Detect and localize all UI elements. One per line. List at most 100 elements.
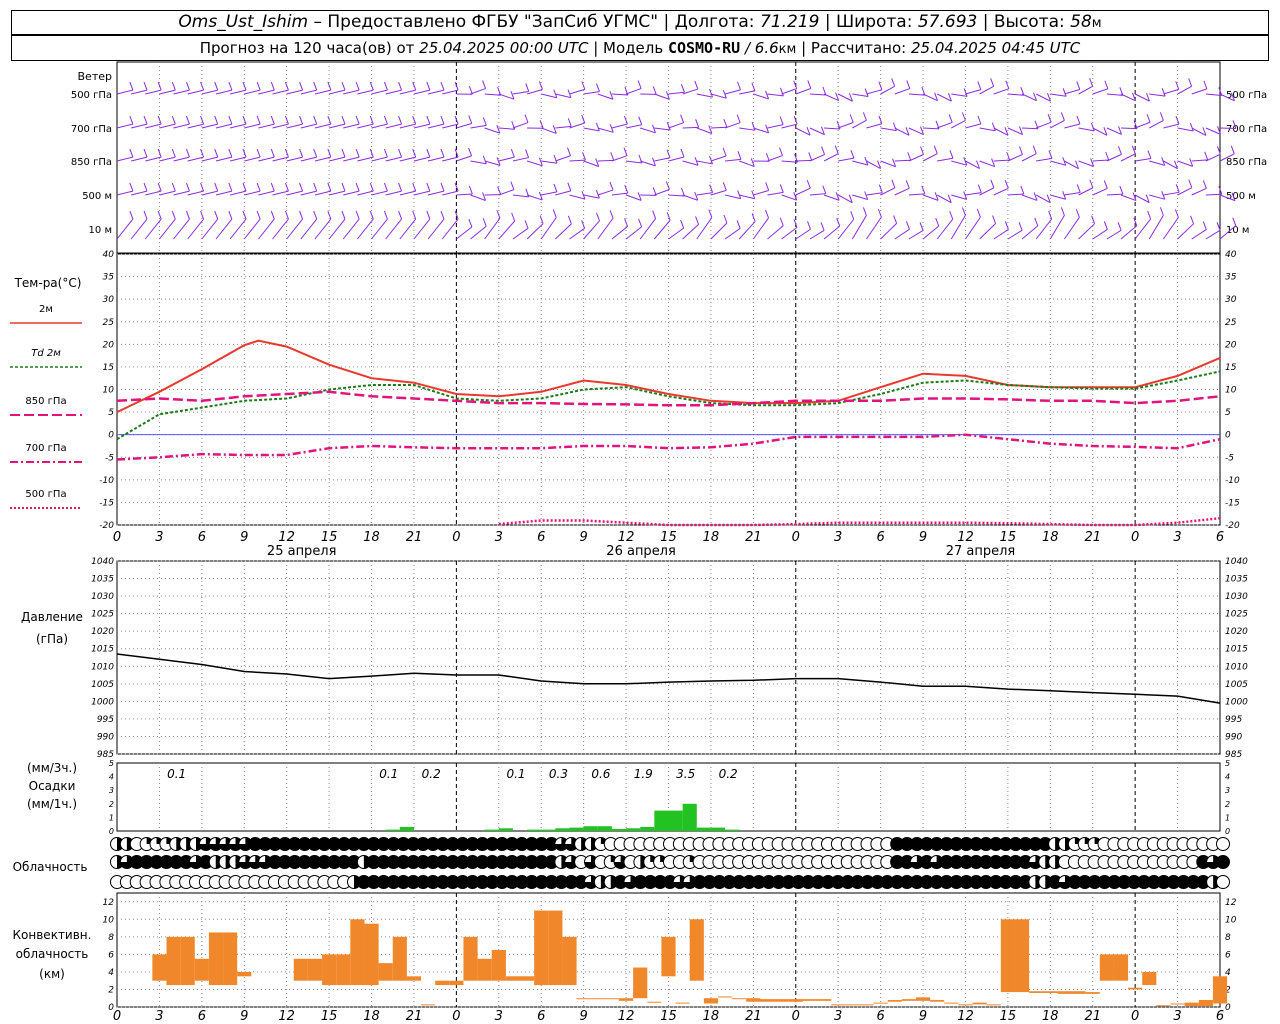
temperature-tick-label-right: 35 <box>1225 273 1237 283</box>
convective-bar <box>1099 954 1114 981</box>
wind-barb <box>512 122 529 129</box>
wind-barb <box>399 123 416 129</box>
wind-barb <box>300 156 317 162</box>
wind-barb <box>654 127 671 131</box>
wind-barb <box>484 160 501 166</box>
wind-barb <box>739 90 755 95</box>
wind-barb <box>1064 160 1079 170</box>
wind-barb <box>413 123 430 129</box>
convective-bar <box>1212 976 1228 1004</box>
wind-barb-feather <box>821 146 826 155</box>
wind-barb-feather <box>750 158 755 167</box>
wind-barb-feather <box>878 115 883 124</box>
wind-barb-feather <box>1133 217 1138 226</box>
wind-barb-feather <box>665 181 670 190</box>
wind-barb-feather <box>906 80 911 89</box>
resolution-unit: км <box>778 42 797 57</box>
wind-barb-feather <box>907 152 912 161</box>
wind-barb-feather <box>877 208 882 218</box>
temperature-x-tick: 3 <box>834 530 842 545</box>
wind-barb <box>1191 188 1207 196</box>
wind-barb <box>710 189 727 196</box>
wind-barb-feather <box>284 81 289 91</box>
wind-barb <box>979 160 995 168</box>
wind-barb-feather <box>595 122 600 132</box>
wind-barb <box>1050 119 1065 129</box>
temperature-x-tick: 21 <box>745 530 762 545</box>
wind-barb <box>894 88 910 95</box>
wind-barb-feather <box>709 155 713 165</box>
convective-bar <box>406 976 422 981</box>
temperature-tick-label-left: 5 <box>108 408 114 418</box>
convective-tick-label-right: 8 <box>1225 933 1231 943</box>
wind-barb-feather <box>1131 145 1136 154</box>
wind-barb-feather <box>694 192 699 201</box>
wind-barb <box>427 89 445 95</box>
convective-tick-label-right: 4 <box>1225 968 1231 978</box>
wind-barb-feather <box>921 86 926 96</box>
precip-bar <box>710 827 726 831</box>
wind-barb <box>470 225 487 240</box>
convective-bar <box>1071 991 1086 994</box>
convective-bar <box>421 1004 436 1006</box>
wind-barb <box>300 218 318 240</box>
wind-barb-feather <box>1147 150 1152 159</box>
wind-barb-feather <box>369 210 374 220</box>
wind-barb <box>724 228 741 240</box>
wind-barb <box>1205 153 1221 162</box>
wind-barb <box>880 187 896 196</box>
wind-barb <box>993 127 1009 136</box>
wind-barb-feather <box>765 124 770 133</box>
wind-barb-feather <box>623 115 628 125</box>
convective-bar <box>816 999 832 1001</box>
wind-barb <box>173 190 190 196</box>
temperature-tick-label-right: -10 <box>1225 476 1240 486</box>
wind-barb <box>781 227 798 240</box>
wind-barb <box>187 190 204 196</box>
convective-bar <box>604 998 620 1000</box>
wind-barb-feather <box>708 125 713 134</box>
wind-barb <box>159 89 176 95</box>
wind-barb-feather <box>751 213 756 222</box>
wind-barb-feather <box>905 221 910 230</box>
wind-barb-feather <box>383 148 388 158</box>
wind-barb <box>1021 153 1037 162</box>
wind-barb-feather <box>284 148 289 158</box>
wind-barb <box>187 156 204 162</box>
wind-barb <box>343 123 360 129</box>
precip-sum-label: 0.1 <box>506 767 525 781</box>
wind-barb-feather <box>412 210 417 220</box>
wind-barb <box>357 190 374 196</box>
wind-barb-feather <box>1202 221 1207 230</box>
wind-barb <box>442 89 459 95</box>
wind-barb <box>215 190 232 196</box>
wind-barb <box>823 225 841 240</box>
wind-barb <box>611 155 628 162</box>
temperature-tick-label-right: 15 <box>1225 363 1237 373</box>
wind-barb <box>1163 217 1179 240</box>
wind-barb-feather <box>948 114 953 123</box>
convective-bar <box>746 998 761 1002</box>
wind-barb <box>965 160 980 170</box>
temperature-tick-label-right: -20 <box>1225 521 1240 531</box>
wind-barb <box>1134 93 1150 102</box>
wind-barb-feather <box>1146 114 1151 123</box>
wind-barb <box>922 93 938 102</box>
wind-barb-feather <box>369 81 374 91</box>
wind-barb <box>1021 93 1037 102</box>
precip-sum-label: 0.3 <box>549 767 568 781</box>
wind-barb <box>1078 85 1093 95</box>
wind-barb <box>1149 93 1166 97</box>
wind-barb-feather <box>1104 80 1109 89</box>
wind-barb-feather <box>1174 209 1179 218</box>
convective-bar <box>293 958 308 981</box>
convective-bar <box>1113 954 1129 981</box>
convective-bar <box>802 999 817 1001</box>
wind-barb-feather <box>638 218 643 228</box>
wind-barb <box>1149 119 1164 129</box>
precip-sum-label: 0.6 <box>591 767 610 781</box>
wind-barb-feather <box>919 222 924 231</box>
cloud-symbol-fill <box>910 855 924 869</box>
wind-barb <box>753 189 769 196</box>
convective-bar <box>930 999 945 1002</box>
